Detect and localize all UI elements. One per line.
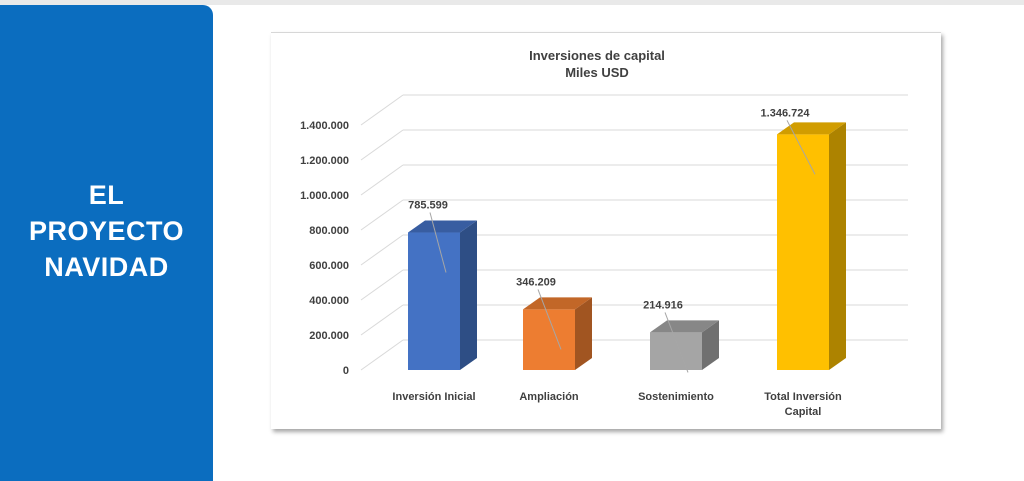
bar-front (408, 232, 460, 370)
x-category-label: Inversión Inicial (392, 391, 475, 403)
bar-front (650, 332, 702, 370)
data-labels: 785.599 346.209 214.916 1.346.724 (408, 107, 816, 373)
y-tick-label: 200.000 (309, 330, 349, 342)
top-divider (0, 0, 1024, 5)
x-category-label: Sostenimiento (638, 391, 714, 403)
bar-side (829, 122, 846, 370)
gridline-depth (360, 199, 404, 231)
chart-title: Inversiones de capital (529, 48, 665, 63)
y-tick-label: 400.000 (309, 295, 349, 307)
data-label: 785.599 (408, 200, 448, 212)
x-axis: Inversión Inicial Ampliación Sostenimiento… (392, 391, 842, 418)
section-title-line-1: EL (88, 180, 125, 210)
x-category-label: Capital (785, 406, 822, 418)
chart-card: Inversiones de capital Miles USD 0 200.00… (271, 32, 941, 429)
bar-top (777, 122, 846, 135)
data-label-leader (786, 120, 816, 175)
bar (523, 297, 592, 370)
section-panel: EL PROYECTO NAVIDAD (0, 5, 213, 481)
section-title-line-2: PROYECTO (28, 216, 185, 246)
bar (777, 122, 846, 370)
gridline-depth (360, 339, 404, 371)
bar-top (650, 320, 719, 333)
x-category-label: Ampliación (519, 391, 579, 403)
bar-front (777, 134, 829, 370)
bar (408, 220, 477, 370)
bar-front (523, 309, 575, 370)
chart-subtitle: Miles USD (565, 65, 629, 80)
bar-side (575, 297, 592, 370)
x-category-label: Total Inversión (764, 391, 842, 403)
data-label: 214.916 (643, 299, 683, 311)
gridline-depth (360, 129, 404, 161)
bar-top (523, 297, 592, 310)
gridline-depth (360, 94, 404, 126)
bar-side (702, 320, 719, 370)
section-title-line-3: NAVIDAD (44, 252, 169, 282)
bar-chart: Inversiones de capital Miles USD 0 200.00… (300, 48, 908, 418)
data-label-leader (429, 212, 447, 273)
y-tick-label: 1.400.000 (300, 120, 349, 132)
gridline-depth (360, 234, 404, 266)
y-tick-label: 600.000 (309, 260, 349, 272)
bar (650, 320, 719, 370)
data-label: 1.346.724 (761, 107, 811, 119)
bar-top (408, 220, 477, 233)
y-axis: 0 200.000 400.000 600.000 800.000 1.000.000 1.… (300, 120, 349, 377)
gridline-depth (360, 164, 404, 196)
y-tick-label: 1.000.000 (300, 190, 349, 202)
data-label-leader (537, 289, 562, 350)
y-tick-label: 800.000 (309, 225, 349, 237)
y-tick-label: 0 (343, 365, 349, 377)
gridline-depth (360, 269, 404, 301)
data-label: 346.209 (516, 276, 556, 288)
gridline-depth (360, 304, 404, 336)
data-label-leader (664, 312, 689, 373)
section-title: EL PROYECTO NAVIDAD (0, 177, 213, 285)
bars (408, 122, 846, 370)
y-tick-label: 1.200.000 (300, 155, 349, 167)
bar-side (460, 220, 477, 370)
